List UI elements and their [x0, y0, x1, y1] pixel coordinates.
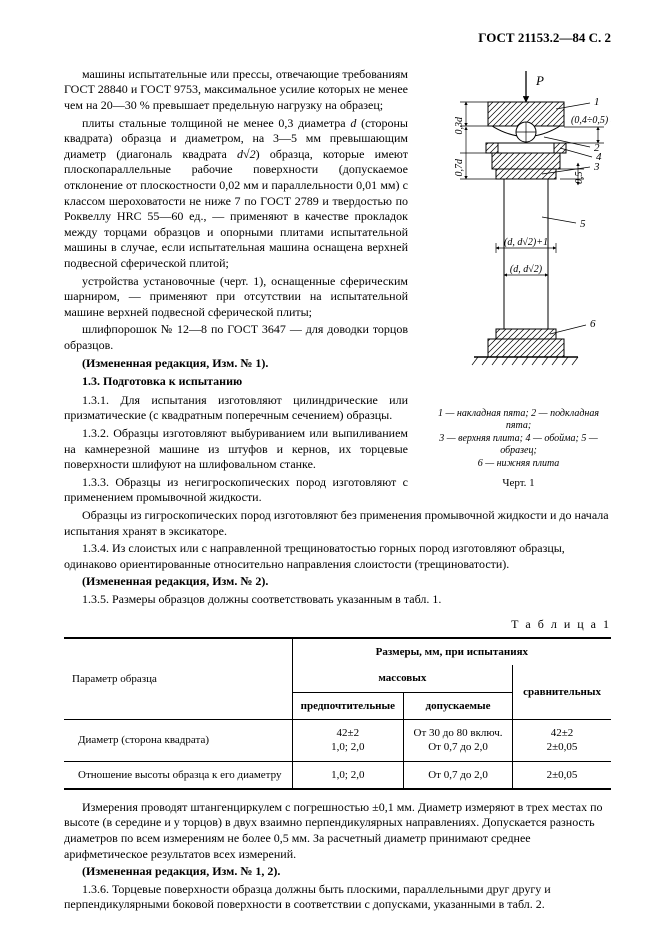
th-comp: сравнительных	[523, 686, 601, 698]
table-cell: От 30 до 80 включ.От 0,7 до 2,0	[403, 719, 512, 761]
section-heading: 1.3. Подготовка к испытанию	[64, 374, 408, 390]
dim-d: 0,5	[574, 171, 585, 184]
table-cell: 42±22±0,05	[513, 719, 611, 761]
callout-1: 1	[594, 96, 600, 108]
paragraph: 1.3.6. Торцевые поверхности образца долж…	[64, 882, 611, 913]
table-cell: От 0,7 до 2,0	[403, 761, 512, 789]
paragraph: плиты стальные толщиной не менее 0,3 диа…	[64, 116, 408, 272]
amendment-note: (Измененная редакция, Изм. № 1, 2).	[64, 864, 611, 880]
label-p: P	[535, 73, 544, 88]
page-header: ГОСТ 21153.2—84 С. 2	[64, 30, 611, 47]
table-cell: 2±0,05	[513, 761, 611, 789]
dim-c: 0,7d	[454, 158, 465, 177]
caption-line: 6 — нижняя плита	[478, 458, 560, 469]
dim-f: (d, d√2)	[510, 264, 543, 275]
th-param: Параметр образца	[72, 673, 157, 685]
th-pref: предпочтительные	[301, 700, 395, 712]
caption-line: 3 — верхняя плита; 4 — обойма; 5 — образ…	[439, 433, 597, 457]
paragraph: Образцы из гигроскопических пород изгото…	[64, 508, 611, 539]
callout-6: 6	[590, 318, 596, 330]
figure-caption: 1 — накладная пята; 2 — подкладная пята;…	[426, 408, 611, 471]
th-sizes: Размеры, мм, при испытаниях	[376, 646, 528, 658]
paragraph: устройства установочные (черт. 1), оснащ…	[64, 274, 408, 321]
figure-column: P	[426, 67, 611, 508]
dim-a: 0,3d	[454, 116, 465, 135]
body-text-column: машины испытательные или прессы, отвечаю…	[64, 67, 408, 508]
paragraph: 1.3.5. Размеры образцов должны соответст…	[64, 592, 611, 608]
table-label: Т а б л и ц а 1	[64, 617, 611, 633]
paragraph: 1.3.1. Для испытания изготовляют цилиндр…	[64, 393, 408, 424]
table-row: Диаметр (сторона квадрата)	[64, 719, 292, 761]
caption-line: 1 — накладная пята; 2 — подкладная пята;	[438, 408, 599, 432]
amendment-note: (Измененная редакция, Изм. № 1).	[64, 356, 408, 372]
table-cell: 42±21,0; 2,0	[292, 719, 403, 761]
paragraph: Измерения проводят штангенциркулем с пог…	[64, 800, 611, 862]
dim-e: (d, d√2)+1	[504, 237, 548, 248]
figure-label: Черт. 1	[426, 476, 611, 490]
callout-4: 4	[596, 151, 602, 163]
figure-drawing: P	[426, 67, 611, 402]
paragraph: машины испытательные или прессы, отвечаю…	[64, 67, 408, 114]
amendment-note: (Измененная редакция, Изм. № 2).	[64, 574, 611, 590]
var-dsq: d√2	[237, 147, 256, 161]
text-run: плиты стальные толщиной не менее 0,3 диа…	[82, 116, 350, 130]
th-allow: допускаемые	[426, 700, 491, 712]
dim-b: (0,4÷0,5) d	[571, 115, 611, 126]
paragraph: 1.3.2. Образцы изготовляют выбуриванием …	[64, 426, 408, 473]
table-row: Отношение высоты образца к его диаметру	[64, 761, 292, 789]
paragraph: шлифпорошок № 12—8 по ГОСТ 3647 — для до…	[64, 322, 408, 353]
table-1: Параметр образца Размеры, мм, при испыта…	[64, 637, 611, 790]
th-mass: массовых	[378, 672, 426, 684]
text-run: ) образца, которые имеют плоскопараллель…	[64, 147, 408, 270]
two-column-layout: машины испытательные или прессы, отвечаю…	[64, 67, 611, 508]
table-cell: 1,0; 2,0	[292, 761, 403, 789]
paragraph: 1.3.3. Образцы из негигроскопических пор…	[64, 475, 408, 506]
paragraph: 1.3.4. Из слоистых или с направленной тр…	[64, 541, 611, 572]
figure-1: P	[426, 67, 611, 491]
callout-5: 5	[580, 218, 586, 230]
